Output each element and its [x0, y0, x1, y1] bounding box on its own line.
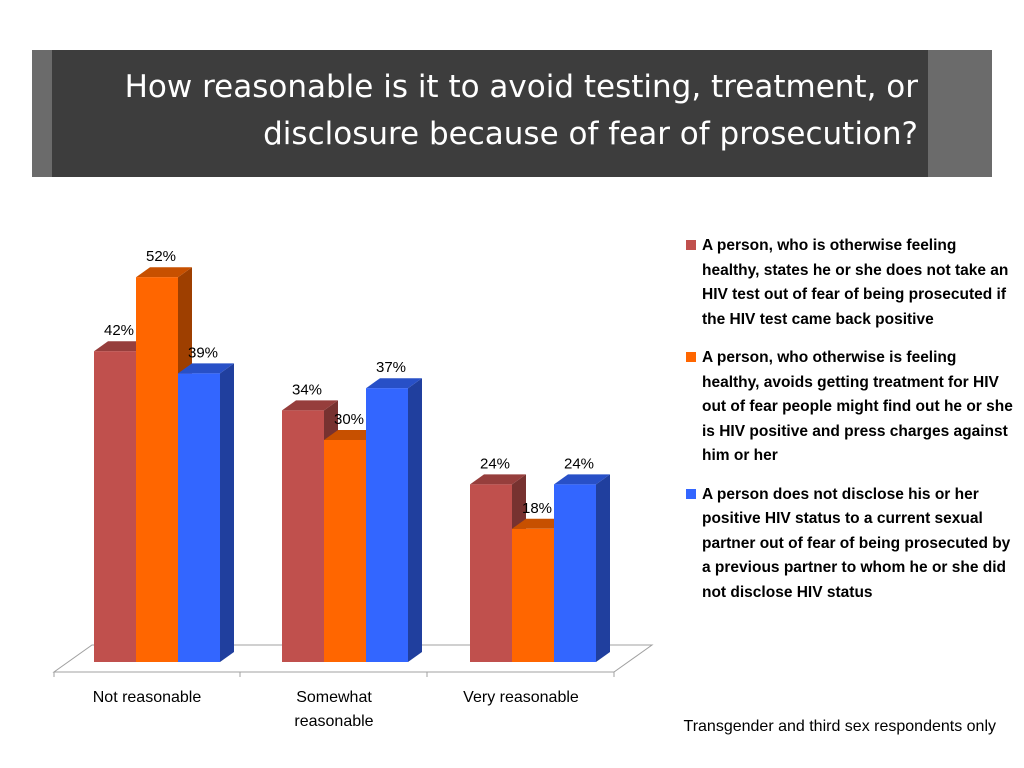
slide-title: How reasonable is it to avoid testing, t… [124, 69, 918, 152]
bar-side-face [596, 474, 610, 662]
category-label: Very reasonable [463, 689, 579, 706]
legend-label: A person does not disclose his or her po… [702, 485, 1011, 601]
bar-top-face [366, 378, 422, 389]
data-label: 18% [522, 500, 552, 517]
data-label: 30% [334, 411, 364, 428]
legend-item: A person, who is otherwise feeling healt… [686, 234, 1016, 332]
data-label: 52% [146, 248, 176, 265]
bar: 37% [366, 359, 422, 662]
category-label: Not reasonable [93, 689, 202, 706]
bar-front-face [282, 410, 324, 662]
bar-side-face [408, 378, 422, 662]
bar-front-face [512, 528, 554, 662]
legend-item: A person, who otherwise is feeling healt… [686, 346, 1016, 469]
legend-label: A person, who is otherwise feeling healt… [702, 237, 1009, 328]
footnote: Transgender and third sex respondents on… [683, 718, 996, 735]
bar-top-face [470, 474, 526, 485]
legend: A person, who is otherwise feeling healt… [686, 234, 1016, 619]
category-label: Somewhat reasonable [294, 689, 373, 730]
bar-front-face [94, 351, 136, 662]
legend-label: A person, who otherwise is feeling healt… [702, 349, 1013, 464]
bar: 18% [512, 500, 568, 662]
legend-swatch [686, 488, 696, 499]
legend-swatch [686, 352, 696, 362]
bar-front-face [366, 388, 408, 662]
bar-front-face [178, 373, 220, 662]
data-label: 24% [564, 455, 594, 472]
chart-bars: 42% 52% 39% 34% 30% 37% 24% 18% 24% [94, 248, 610, 662]
data-label: 34% [292, 381, 322, 398]
bar: 39% [178, 344, 234, 662]
bar: 24% [554, 455, 610, 662]
bar-top-face [178, 363, 234, 374]
bar-top-face [554, 474, 610, 485]
bar-side-face [220, 363, 234, 662]
title-banner-inner [52, 50, 928, 177]
category-labels: Not reasonable Somewhat reasonable Very rea… [93, 689, 579, 730]
bar-top-face [136, 267, 192, 278]
bar-front-face [324, 440, 366, 662]
legend-swatch [686, 240, 696, 250]
bar-top-face [282, 400, 338, 411]
bar-front-face [136, 277, 178, 662]
legend-item: A person does not disclose his or her po… [686, 483, 1016, 606]
data-label: 39% [188, 344, 218, 361]
data-label: 42% [104, 322, 134, 339]
data-label: 37% [376, 359, 406, 376]
data-label: 24% [480, 455, 510, 472]
bar-front-face [554, 484, 596, 662]
bar-front-face [470, 484, 512, 662]
